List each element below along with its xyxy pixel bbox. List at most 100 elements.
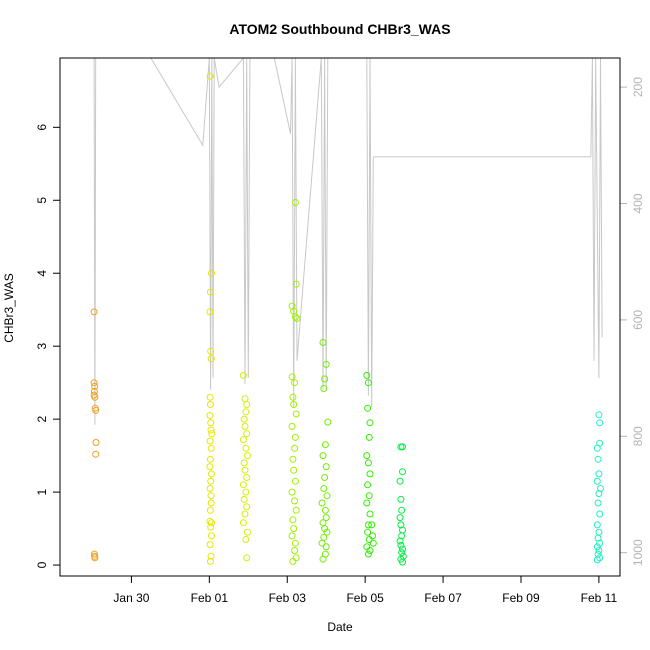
y-tick-label: 6 bbox=[35, 124, 49, 131]
data-point bbox=[206, 401, 214, 408]
data-point bbox=[398, 506, 406, 514]
data-point bbox=[290, 401, 298, 408]
data-point bbox=[290, 525, 298, 533]
data-point bbox=[288, 532, 296, 540]
data-point bbox=[206, 463, 214, 471]
data-point bbox=[291, 539, 299, 547]
data-point bbox=[595, 490, 603, 498]
x-tick-label: Feb 07 bbox=[424, 591, 462, 605]
data-point bbox=[364, 379, 372, 387]
data-point bbox=[91, 382, 99, 390]
data-point bbox=[243, 503, 251, 511]
data-point bbox=[363, 452, 371, 460]
x-tick-label: Feb 03 bbox=[269, 591, 307, 605]
data-point bbox=[321, 506, 329, 514]
data-point bbox=[363, 371, 371, 379]
series-4 bbox=[288, 199, 301, 565]
data-point bbox=[595, 547, 603, 554]
data-point bbox=[91, 554, 99, 562]
data-point bbox=[208, 519, 215, 527]
data-point bbox=[239, 436, 247, 444]
data-point bbox=[291, 379, 299, 387]
y-axis-label: CHBr3_WAS bbox=[2, 273, 16, 343]
data-point bbox=[397, 541, 405, 549]
data-point bbox=[291, 313, 299, 321]
data-point bbox=[594, 455, 602, 463]
data-point bbox=[399, 558, 406, 566]
data-point bbox=[240, 415, 248, 423]
data-point bbox=[240, 495, 248, 503]
data-point bbox=[90, 550, 98, 558]
data-point bbox=[291, 547, 299, 554]
x-tick-label: Feb 05 bbox=[346, 591, 384, 605]
data-point bbox=[293, 315, 301, 322]
data-point bbox=[206, 506, 214, 514]
data-point bbox=[322, 514, 330, 522]
data-point bbox=[240, 459, 248, 467]
data-point bbox=[399, 468, 406, 476]
data-point bbox=[324, 418, 332, 426]
data-point bbox=[239, 519, 247, 527]
y2-tick-label: 600 bbox=[631, 310, 645, 330]
data-point bbox=[322, 463, 330, 471]
data-point bbox=[208, 470, 215, 478]
data-point bbox=[369, 532, 376, 540]
data-point bbox=[239, 481, 247, 489]
data-point bbox=[243, 474, 251, 481]
data-point bbox=[364, 521, 372, 529]
data-point bbox=[366, 547, 374, 554]
data-point bbox=[397, 495, 405, 503]
data-point bbox=[289, 393, 297, 401]
data-point bbox=[365, 492, 373, 500]
data-point bbox=[207, 347, 215, 355]
axes-layer: Jan 30 Feb 01 Feb 03 Feb 05 Feb 07 Feb 09 Feb … bbox=[35, 77, 645, 605]
data-point bbox=[396, 537, 404, 545]
data-point bbox=[396, 477, 404, 485]
data-point bbox=[322, 543, 330, 551]
data-point bbox=[596, 510, 604, 518]
data-point bbox=[241, 422, 249, 430]
data-point bbox=[318, 499, 326, 507]
data-point bbox=[593, 477, 601, 485]
data-point bbox=[208, 269, 215, 277]
data-point bbox=[596, 419, 604, 427]
x-axis-label: Date bbox=[327, 620, 353, 634]
chart-title: ATOM2 Southbound CHBr3_WAS bbox=[229, 21, 450, 37]
data-point bbox=[366, 419, 374, 427]
y2-tick-label: 1000 bbox=[631, 539, 645, 566]
data-point bbox=[207, 444, 215, 452]
data-point bbox=[243, 401, 251, 408]
data-point bbox=[398, 549, 406, 557]
data-point bbox=[364, 459, 372, 467]
data-point bbox=[207, 419, 215, 427]
data-point bbox=[399, 545, 406, 553]
series-2 bbox=[206, 72, 216, 565]
y-tick-label: 0 bbox=[35, 561, 49, 568]
data-point bbox=[207, 552, 215, 560]
data-point bbox=[292, 506, 300, 514]
data-point bbox=[291, 444, 299, 452]
data-point bbox=[206, 541, 214, 549]
data-point bbox=[206, 288, 214, 296]
data-point bbox=[207, 499, 215, 507]
data-point bbox=[92, 406, 100, 414]
data-point bbox=[207, 355, 215, 363]
data-point bbox=[366, 510, 374, 518]
data-point bbox=[323, 528, 331, 536]
data-point bbox=[206, 485, 214, 492]
series-7 bbox=[396, 443, 407, 566]
data-point bbox=[289, 455, 297, 463]
data-point bbox=[206, 393, 214, 401]
y-tick-label: 1 bbox=[35, 488, 49, 495]
data-point bbox=[92, 450, 100, 458]
y-tick-label: 4 bbox=[35, 270, 49, 277]
data-point bbox=[596, 539, 604, 547]
data-point bbox=[366, 470, 374, 478]
data-point bbox=[90, 379, 98, 387]
series-6 bbox=[363, 371, 377, 558]
data-point bbox=[369, 539, 377, 547]
data-point bbox=[593, 556, 601, 564]
data-point bbox=[319, 452, 327, 460]
data-point bbox=[239, 371, 247, 379]
data-point bbox=[289, 516, 297, 524]
